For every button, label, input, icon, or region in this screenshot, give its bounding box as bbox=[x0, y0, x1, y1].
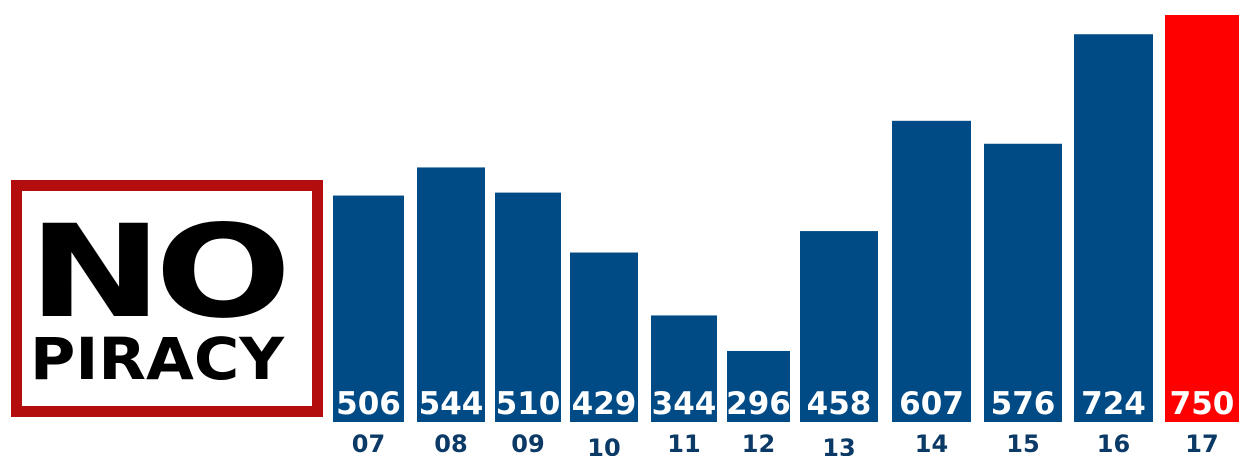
x-tick-label: 12 bbox=[742, 430, 775, 456]
bar-11 bbox=[651, 315, 717, 422]
bar-15 bbox=[984, 143, 1062, 422]
bar-value-label: 458 bbox=[807, 386, 872, 422]
x-tick-label: 10 bbox=[587, 434, 620, 456]
bar-value-label: 544 bbox=[419, 386, 484, 422]
bar-value-label: 429 bbox=[572, 386, 637, 422]
x-tick-label: 14 bbox=[915, 430, 948, 456]
bar-17 bbox=[1165, 15, 1239, 422]
bar-14 bbox=[892, 120, 971, 422]
x-tick-label: 11 bbox=[667, 430, 700, 456]
bar-10 bbox=[570, 252, 638, 422]
bar-value-label: 607 bbox=[899, 386, 964, 422]
x-tick-label: 13 bbox=[822, 434, 855, 456]
bar-value-label: 344 bbox=[652, 386, 717, 422]
x-tick-label: 08 bbox=[434, 430, 467, 456]
x-tick-label: 09 bbox=[511, 430, 544, 456]
bar-value-label: 296 bbox=[726, 386, 791, 422]
no-piracy-logo-icon: NO PIRACY bbox=[28, 198, 290, 393]
logo-line-1: NO bbox=[28, 198, 284, 347]
x-tick-label: 16 bbox=[1097, 430, 1130, 456]
bar-16 bbox=[1074, 34, 1153, 423]
bar-13 bbox=[800, 231, 878, 422]
bar-value-label: 724 bbox=[1081, 386, 1146, 422]
x-tick-label: 17 bbox=[1185, 430, 1218, 456]
bar-value-label: 506 bbox=[336, 386, 401, 422]
bar-07 bbox=[333, 195, 404, 422]
no-piracy-logo: NO PIRACY bbox=[11, 180, 323, 417]
x-tick-label: 15 bbox=[1006, 430, 1039, 456]
bar-value-label: 750 bbox=[1170, 386, 1235, 422]
bar-08 bbox=[417, 167, 485, 422]
logo-line-2: PIRACY bbox=[30, 325, 285, 393]
bar-12 bbox=[727, 350, 790, 422]
bar-value-label: 510 bbox=[496, 386, 561, 422]
x-tick-label: 07 bbox=[352, 430, 385, 456]
bar-09 bbox=[495, 192, 561, 422]
bar-value-label: 576 bbox=[991, 386, 1056, 422]
